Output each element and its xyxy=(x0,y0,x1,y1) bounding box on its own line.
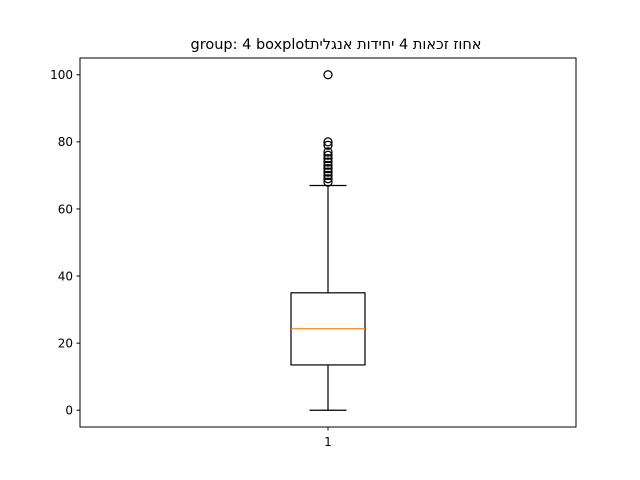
plot-layer: 0 20 40 60 80 100 1 xyxy=(50,68,366,449)
outlier-point xyxy=(323,164,333,174)
y-tick-label: 60 xyxy=(58,202,73,216)
chart-title: group: 4 boxplotאחוז זכאות 4 יחידות אנגל… xyxy=(191,37,482,53)
outlier-point xyxy=(323,140,333,150)
outlier-point xyxy=(323,153,333,164)
outlier-point xyxy=(323,70,333,80)
y-tick-label: 40 xyxy=(58,269,73,283)
y-tick-label: 80 xyxy=(58,135,73,149)
y-tick-label: 20 xyxy=(58,336,73,350)
outlier-point xyxy=(323,157,333,167)
y-tick-label: 0 xyxy=(65,404,73,418)
outlier-point xyxy=(323,177,333,187)
outlier-point xyxy=(323,160,333,170)
outlier-point xyxy=(323,174,333,184)
y-tick-label: 100 xyxy=(50,68,73,82)
x-tick-label: 1 xyxy=(324,435,332,449)
outlier-point xyxy=(323,170,333,181)
outlier-point xyxy=(323,147,333,157)
outlier-point xyxy=(323,150,333,160)
outlier-point xyxy=(323,137,333,147)
plot-frame xyxy=(79,57,577,428)
outlier-point xyxy=(323,167,333,177)
